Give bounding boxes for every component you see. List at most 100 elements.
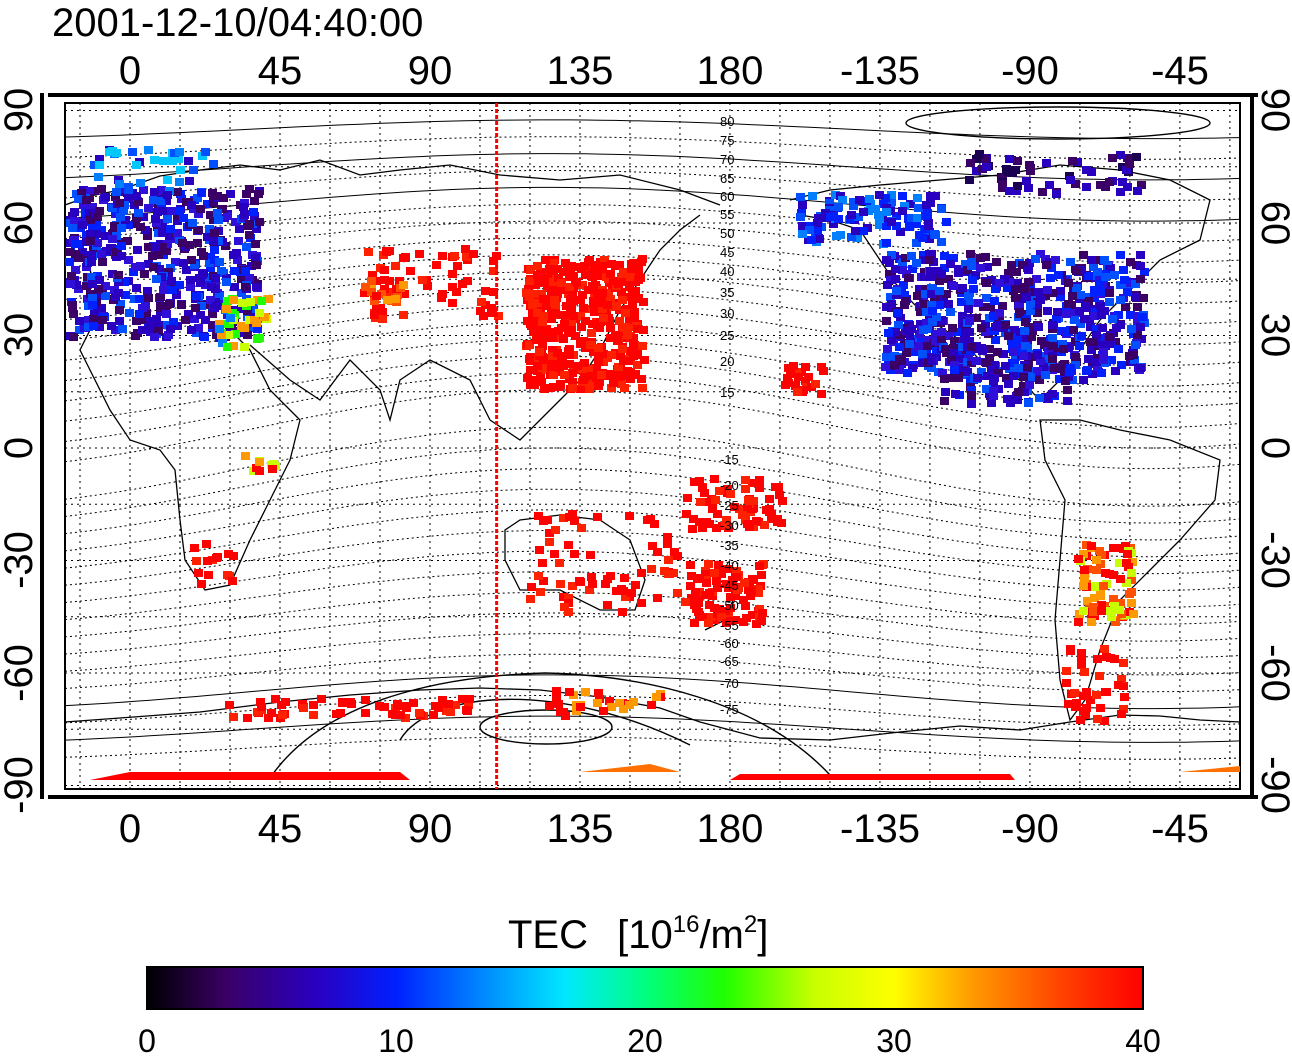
- tec-cell: [237, 322, 246, 330]
- tec-cell: [535, 546, 544, 554]
- tec-cell: [927, 290, 936, 298]
- tec-cell: [230, 267, 239, 275]
- tec-cell: [623, 331, 632, 339]
- tec-cell: [157, 186, 166, 194]
- tec-cell: [585, 264, 594, 272]
- magnetic-latitude-contour: [65, 355, 1240, 428]
- tec-cell: [664, 570, 673, 578]
- tec-cell: [1118, 178, 1127, 186]
- tec-cell: [1013, 279, 1022, 287]
- tec-cell: [372, 277, 381, 285]
- tec-cell: [243, 714, 252, 722]
- tec-cell: [615, 699, 624, 707]
- tec-cell: [1097, 311, 1106, 319]
- tec-cell: [1115, 606, 1124, 614]
- tec-cell: [364, 248, 373, 256]
- tec-cell: [540, 385, 549, 393]
- colorbar-unit-exp2: 2: [744, 911, 757, 938]
- tec-cell: [982, 279, 991, 287]
- tec-cell: [691, 588, 700, 596]
- tec-cell: [136, 262, 145, 270]
- tec-cell: [193, 239, 202, 247]
- tec-cell: [212, 331, 221, 339]
- tec-cell: [1111, 618, 1120, 626]
- tec-cell: [930, 295, 939, 303]
- tec-cell: [923, 336, 932, 344]
- tec-cell: [793, 388, 802, 396]
- tec-cell: [71, 240, 80, 248]
- tec-cell: [560, 320, 569, 328]
- tec-cell: [1093, 363, 1102, 371]
- tec-cell: [755, 476, 764, 484]
- tec-cell: [921, 212, 930, 220]
- tec-cell: [94, 173, 103, 181]
- tec-cell: [229, 342, 238, 350]
- tec-cell: [380, 266, 389, 274]
- tec-cell: [197, 189, 206, 197]
- tec-cell: [748, 479, 757, 487]
- tec-cell: [946, 260, 955, 268]
- tec-cell: [566, 295, 575, 303]
- tec-cell: [882, 256, 891, 264]
- tec-cell: [93, 213, 102, 221]
- tec-cell: [1052, 190, 1061, 198]
- magnetic-latitude-contour: [65, 674, 1240, 710]
- tec-cell: [958, 284, 967, 292]
- tec-cell: [69, 333, 78, 341]
- tec-cell: [165, 300, 174, 308]
- tec-cell: [538, 342, 547, 350]
- tec-cell: [190, 261, 199, 269]
- tec-cell: [940, 264, 949, 272]
- tec-cell: [533, 271, 542, 279]
- tec-cell: [185, 241, 194, 249]
- tec-cell: [380, 703, 389, 711]
- tec-cell: [829, 212, 838, 220]
- tec-cell: [144, 204, 153, 212]
- tec-cell: [937, 205, 946, 213]
- tec-cell: [130, 295, 139, 303]
- tec-cell: [957, 298, 966, 306]
- tec-cell: [1009, 348, 1018, 356]
- magnetic-latitude-contour: [65, 488, 1240, 558]
- tec-cell: [1138, 313, 1147, 321]
- y-tick-label-right: 0: [1253, 437, 1292, 459]
- tec-cell: [547, 315, 556, 323]
- tec-cell: [549, 285, 558, 293]
- tec-cell: [748, 611, 757, 619]
- tec-cell: [1048, 355, 1057, 363]
- tec-cell: [148, 252, 157, 260]
- tec-cell: [107, 322, 116, 330]
- map-frame: [64, 102, 1241, 790]
- tec-cell: [757, 617, 766, 625]
- y-tick-label-left: 30: [0, 313, 41, 358]
- tec-cell: [886, 276, 895, 284]
- tec-cell: [561, 313, 570, 321]
- tec-cell: [533, 367, 542, 375]
- tec-cell: [629, 334, 638, 342]
- tec-cell: [883, 345, 892, 353]
- tec-cell: [982, 385, 991, 393]
- tec-cell: [88, 294, 97, 302]
- tec-cell: [166, 225, 175, 233]
- tec-cell: [599, 707, 608, 715]
- tec-cell: [834, 215, 843, 223]
- tec-cell: [209, 160, 218, 168]
- tec-cell: [619, 357, 628, 365]
- tec-cell: [965, 317, 974, 325]
- tec-cell: [489, 267, 498, 275]
- tec-cell: [614, 280, 623, 288]
- tec-cell: [626, 273, 635, 281]
- tec-cell: [588, 273, 597, 281]
- tec-cell: [154, 327, 163, 335]
- tec-cell: [82, 196, 91, 204]
- tec-cell: [946, 308, 955, 316]
- tec-cell: [1050, 364, 1059, 372]
- tec-cell: [1100, 256, 1109, 264]
- tec-cell: [1001, 321, 1010, 329]
- tec-cell: [647, 701, 656, 709]
- tec-cell: [702, 579, 711, 587]
- tec-cell: [715, 605, 724, 613]
- tec-cell: [85, 187, 94, 195]
- tec-cell: [940, 252, 949, 260]
- tec-cell: [240, 211, 249, 219]
